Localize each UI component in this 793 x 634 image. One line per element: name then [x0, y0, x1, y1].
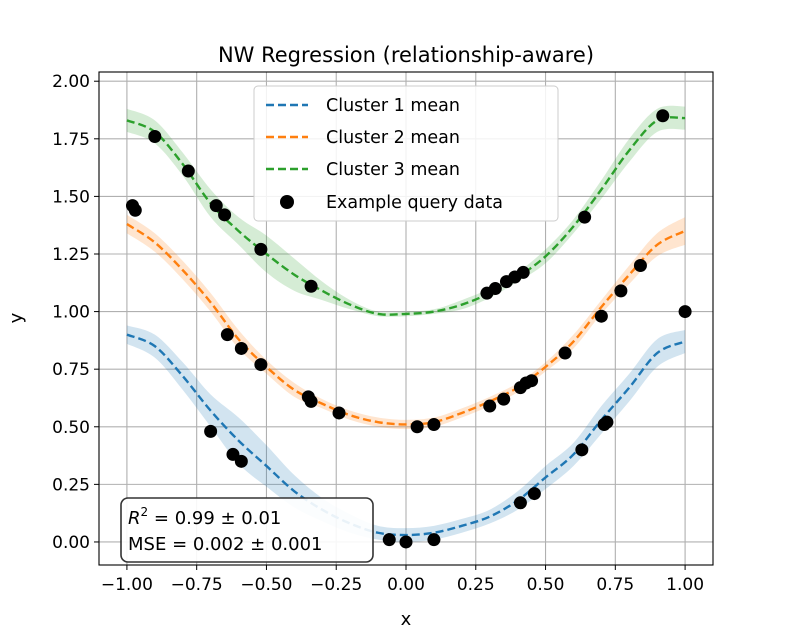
band-cluster1 [126, 325, 686, 542]
query-point [594, 309, 608, 323]
metrics-box: R2 = 0.99 ± 0.01 MSE = 0.002 ± 0.001 [120, 497, 374, 563]
query-point [575, 443, 589, 457]
chart-title: NW Regression (relationship-aware) [218, 43, 594, 67]
y-tick-label: 1.25 [52, 245, 90, 265]
y-tick-label: 0.25 [52, 475, 90, 495]
query-point [254, 358, 268, 372]
y-axis-label: y [6, 312, 27, 323]
band-cluster3 [126, 105, 686, 317]
y-tick-label: 0.50 [52, 418, 90, 438]
query-point [148, 130, 162, 144]
query-point [527, 487, 541, 501]
mse-metric: MSE = 0.002 ± 0.001 [128, 534, 322, 555]
query-point [218, 208, 232, 222]
y-tick-label: 2.00 [52, 72, 90, 92]
mse-pm: 0.001 [271, 534, 323, 555]
x-tick-label: −1.00 [101, 575, 153, 595]
query-point [558, 346, 572, 360]
query-point [382, 533, 396, 547]
y-tick-label: 1.75 [52, 130, 90, 150]
x-tick-label: 0.25 [457, 575, 495, 595]
x-axis-label: x [401, 609, 412, 630]
query-point [304, 279, 318, 293]
x-tick-label: 0.00 [387, 575, 425, 595]
query-point [497, 392, 511, 406]
mse-label: MSE [128, 534, 166, 555]
query-point [633, 259, 647, 273]
y-tick-label: 1.50 [52, 187, 90, 207]
x-tick-label: −0.50 [240, 575, 292, 595]
query-point [516, 265, 530, 279]
query-point [488, 282, 502, 296]
query-point [209, 199, 223, 213]
axis-ticks: −1.00 −0.75 −0.50 −0.25 0.00 0.25 0.50 0.75 1.00… [52, 72, 704, 595]
r2-value: 0.99 [175, 508, 215, 529]
legend-label-cluster3: Cluster 3 mean [326, 160, 460, 180]
x-tick-label: −0.25 [310, 575, 362, 595]
query-point [513, 496, 527, 510]
query-point [656, 109, 670, 123]
query-point [234, 454, 248, 468]
legend-label-cluster1: Cluster 1 mean [326, 96, 460, 116]
query-point [614, 284, 628, 298]
query-point [254, 242, 268, 256]
legend-label-cluster2: Cluster 2 mean [326, 128, 460, 148]
r2-metric: R2 = 0.99 ± 0.01 [128, 505, 281, 529]
query-point [181, 164, 195, 178]
query-point [220, 328, 234, 342]
r2-pm: 0.01 [241, 508, 281, 529]
query-point [483, 399, 497, 413]
query-point [427, 417, 441, 431]
query-point [332, 406, 346, 420]
query-point [427, 533, 441, 547]
x-tick-label: 0.50 [527, 575, 565, 595]
mse-value: 0.002 [193, 534, 245, 555]
line-cluster2 [126, 223, 686, 426]
x-tick-label: 1.00 [666, 575, 704, 595]
query-point [600, 415, 614, 429]
query-point [525, 374, 539, 388]
query-point [578, 210, 592, 224]
confidence-bands [126, 105, 686, 542]
query-points [125, 109, 692, 549]
query-point [128, 203, 142, 217]
legend-marker-query [280, 195, 294, 209]
x-tick-label: −0.75 [171, 575, 223, 595]
query-point [304, 394, 318, 408]
y-tick-label: 0.00 [52, 533, 90, 553]
query-point [204, 424, 218, 438]
legend-label-query: Example query data [326, 193, 503, 213]
legend: Cluster 1 mean Cluster 2 mean Cluster 3 … [253, 85, 559, 222]
query-point [234, 341, 248, 355]
query-point [410, 420, 424, 434]
y-tick-label: 1.00 [52, 303, 90, 323]
y-tick-label: 0.75 [52, 360, 90, 380]
query-point [399, 535, 413, 549]
query-point [678, 305, 692, 319]
x-tick-label: 0.75 [596, 575, 634, 595]
line-cluster1 [126, 333, 686, 537]
